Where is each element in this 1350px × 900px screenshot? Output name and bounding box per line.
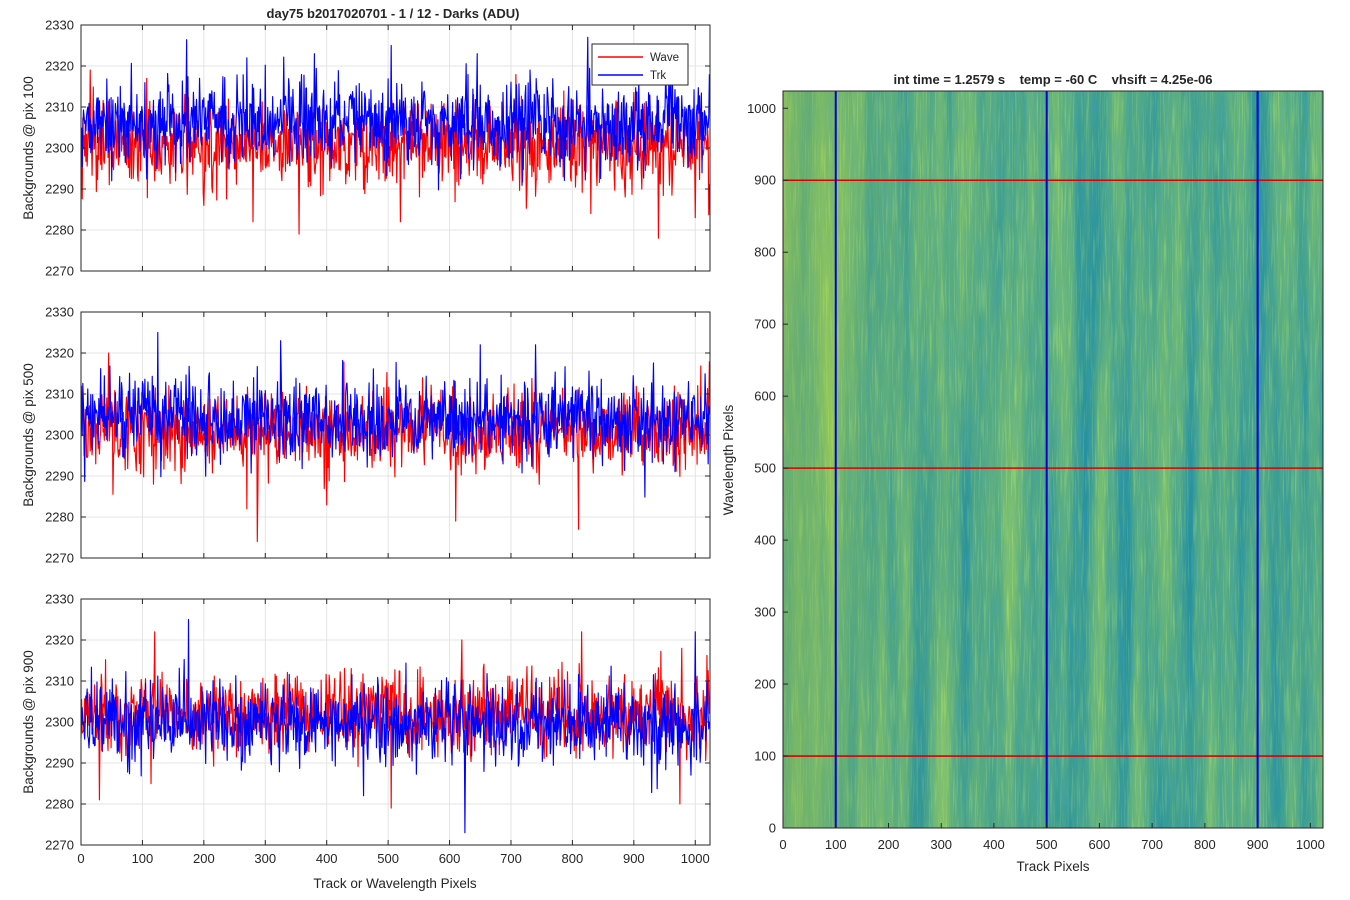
heatmap-edge-glow xyxy=(783,91,1323,828)
y-tick-label: 2320 xyxy=(45,346,74,361)
figure-title: day75 b2017020701 - 1 / 12 - Darks (ADU) xyxy=(267,6,520,21)
x-tick-label: 800 xyxy=(562,851,584,866)
x-tick-label: 1000 xyxy=(681,851,710,866)
legend-wave-label: Wave xyxy=(650,52,679,64)
x-tick-label: 900 xyxy=(623,851,645,866)
y-tick-label: 2300 xyxy=(45,141,74,156)
legend: Wave Trk xyxy=(591,43,689,86)
panel-3-ticks: 2270 2280 2290 2300 2310 2320 2330 0 100 200 300 40… xyxy=(45,592,710,866)
y-tick-label: 2300 xyxy=(45,428,74,443)
y-tick-label: 2320 xyxy=(45,633,74,648)
series-trk-line xyxy=(81,618,710,834)
y-tick-label: 2310 xyxy=(45,674,74,689)
x-tick-label: 200 xyxy=(193,851,215,866)
y-tick-label: 2310 xyxy=(45,100,74,115)
x-tick-label: 400 xyxy=(316,851,338,866)
line-panel-2: 2270 2280 2290 2300 2310 2320 2330 Backgrounds… xyxy=(21,305,711,566)
y-tick-label: 2290 xyxy=(45,469,74,484)
heatmap-x-tick-label: 900 xyxy=(1247,837,1269,852)
x-tick-label: 100 xyxy=(132,851,154,866)
y-tick-label: 2330 xyxy=(45,18,74,33)
series-trk-line xyxy=(81,36,710,191)
panel-3-lines xyxy=(81,618,710,834)
y-tick-label: 2300 xyxy=(45,715,74,730)
panel-2-lines xyxy=(81,331,710,543)
panel-1-lines xyxy=(81,36,710,239)
heatmap-x-tick-label: 200 xyxy=(878,837,900,852)
y-tick-label: 2310 xyxy=(45,387,74,402)
y-tick-label: 2330 xyxy=(45,305,74,320)
heatmap-y-tick-label: 1000 xyxy=(747,101,776,116)
panel-1-ylabel: Backgrounds @ pix 100 xyxy=(21,76,36,220)
heatmap-x-tick-label: 100 xyxy=(825,837,847,852)
heatmap-x-tick-label: 800 xyxy=(1194,837,1216,852)
y-tick-label: 2320 xyxy=(45,59,74,74)
heatmap-y-tick-label: 700 xyxy=(754,317,776,332)
panel-2-ticks: 2270 2280 2290 2300 2310 2320 2330 xyxy=(45,305,710,566)
panel-2-ylabel: Backgrounds @ pix 500 xyxy=(21,363,36,507)
y-tick-label: 2270 xyxy=(45,264,74,279)
heatmap-x-tick-label: 500 xyxy=(1036,837,1058,852)
heatmap-panel: 0 100 200 300 400 500 600 700 800 900 1000 0 100 200 3… xyxy=(721,72,1325,874)
heatmap-y-tick-label: 500 xyxy=(754,461,776,476)
heatmap-x-tick-label: 0 xyxy=(779,837,786,852)
heatmap-xlabel: Track Pixels xyxy=(1016,859,1089,874)
y-tick-label: 2270 xyxy=(45,838,74,853)
heatmap-x-tick-label: 700 xyxy=(1141,837,1163,852)
heatmap-x-tick-label: 400 xyxy=(983,837,1005,852)
y-tick-label: 2330 xyxy=(45,592,74,607)
heatmap-x-tick-label: 1000 xyxy=(1296,837,1325,852)
legend-trk-label: Trk xyxy=(650,70,666,82)
heatmap-y-tick-label: 100 xyxy=(754,749,776,764)
x-tick-label: 700 xyxy=(500,851,522,866)
line-panel-1: 2270 2280 2290 2300 2310 2320 2330 Backgrounds… xyxy=(21,6,711,279)
y-tick-label: 2290 xyxy=(45,182,74,197)
heatmap-ylabel: Wavelength Pixels xyxy=(721,404,736,515)
y-tick-label: 2280 xyxy=(45,797,74,812)
heatmap-title: int time = 1.2579 s temp = -60 C vhsift … xyxy=(893,72,1212,87)
y-tick-label: 2290 xyxy=(45,756,74,771)
heatmap-y-tick-label: 200 xyxy=(754,677,776,692)
y-tick-label: 2270 xyxy=(45,551,74,566)
heatmap-markers xyxy=(783,91,1323,828)
x-tick-label: 500 xyxy=(377,851,399,866)
heatmap-y-tick-label: 0 xyxy=(769,821,776,836)
legend-box xyxy=(591,43,689,86)
heatmap-frame xyxy=(782,90,1324,829)
x-tick-label: 600 xyxy=(439,851,461,866)
x-tick-label: 300 xyxy=(254,851,276,866)
heatmap-x-tick-label: 600 xyxy=(1089,837,1111,852)
series-wave-line xyxy=(81,631,710,809)
x-tick-label: 0 xyxy=(77,851,84,866)
panel-1-ticks: 2270 2280 2290 2300 2310 2320 2330 xyxy=(45,18,710,279)
line-panel-3: 2270 2280 2290 2300 2310 2320 2330 0 100 200 300 40… xyxy=(21,592,711,891)
heatmap-ticks: 0 100 200 300 400 500 600 700 800 900 1000 0 100 200 3… xyxy=(747,101,1325,852)
heatmap-y-tick-label: 600 xyxy=(754,389,776,404)
heatmap-y-tick-label: 800 xyxy=(754,245,776,260)
series-trk-line xyxy=(81,331,710,498)
y-tick-label: 2280 xyxy=(45,510,74,525)
heatmap-y-tick-label: 300 xyxy=(754,605,776,620)
heatmap-x-tick-label: 300 xyxy=(930,837,952,852)
heatmap-y-tick-label: 900 xyxy=(754,173,776,188)
y-tick-label: 2280 xyxy=(45,223,74,238)
heatmap-y-tick-label: 400 xyxy=(754,533,776,548)
panel-3-ylabel: Backgrounds @ pix 900 xyxy=(21,650,36,794)
line-panels-xlabel: Track or Wavelength Pixels xyxy=(313,876,477,891)
